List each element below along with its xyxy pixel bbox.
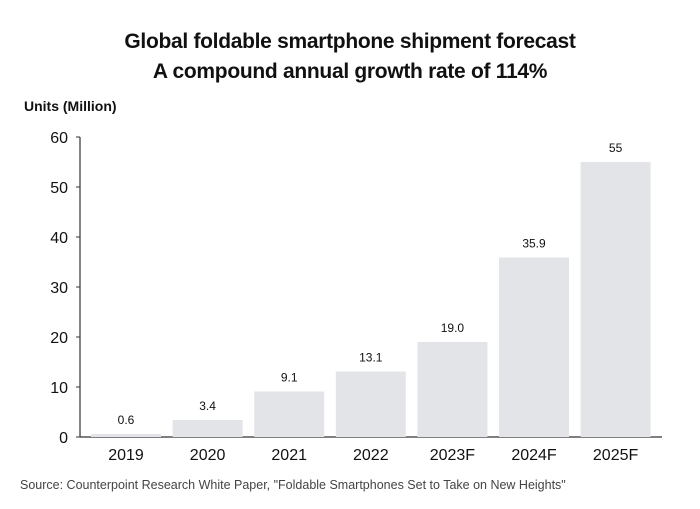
bar-2024F [499,257,569,437]
chart-subtitle: A compound annual growth rate of 114% [152,60,548,83]
bar-2020 [172,420,243,437]
data-label: 3.4 [199,399,216,413]
y-tick-label: 10 [50,380,68,397]
x-tick-label: 2019 [108,447,144,464]
y-tick-label: 40 [50,230,68,247]
y-tick-label: 30 [50,280,68,297]
data-label: 0.6 [118,413,135,427]
data-label: 19.0 [441,321,465,335]
bar-2019 [91,434,161,437]
y-tick-label: 20 [50,330,68,347]
y-tick-label: 0 [59,430,68,447]
data-label: 35.9 [522,237,546,251]
x-tick-label: 2021 [271,447,307,464]
chart-title: Global foldable smartphone shipment fore… [124,30,576,53]
bar-2023F [417,342,488,437]
x-tick-label: 2024F [511,447,557,464]
bar-2025F [580,162,651,437]
source-note: Source: Counterpoint Research White Pape… [20,478,566,492]
data-label: 9.1 [281,371,298,385]
y-tick-label: 50 [50,180,68,197]
y-tick-label: 60 [50,130,68,147]
data-label: 55 [609,141,623,155]
bar-2021 [254,391,325,437]
x-tick-label: 2025F [593,447,639,464]
x-tick-label: 2022 [353,447,389,464]
data-label: 13.1 [359,351,383,365]
x-tick-label: 2023F [430,447,476,464]
y-axis-label: Units (Million) [24,98,117,114]
bar-2022 [335,371,406,437]
x-tick-label: 2020 [190,447,226,464]
